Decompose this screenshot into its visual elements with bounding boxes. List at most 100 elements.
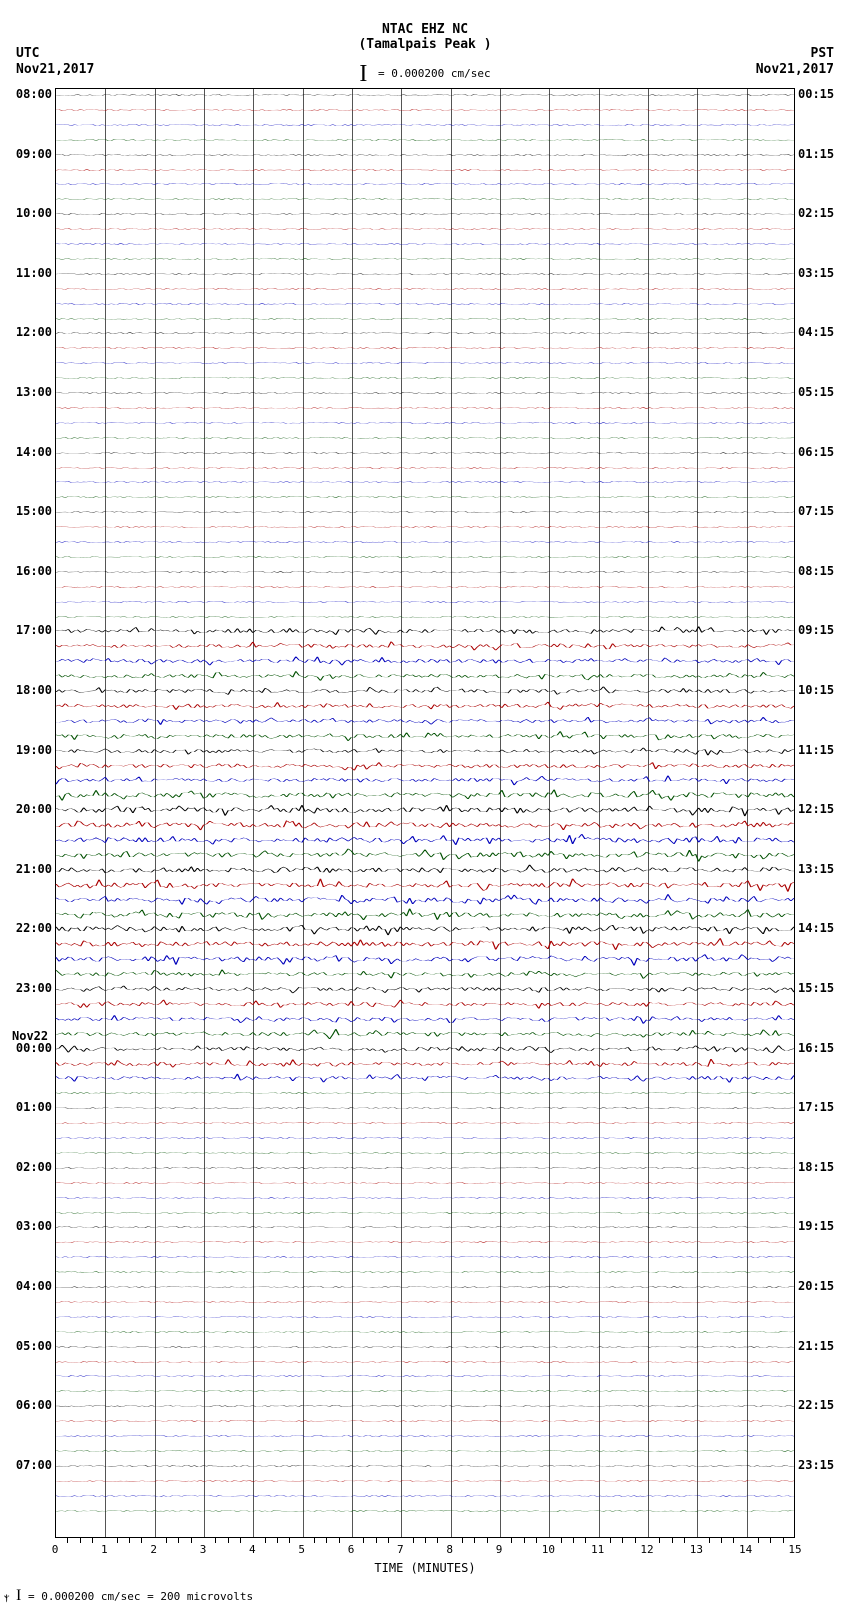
station-title: NTAC EHZ NC (Tamalpais Peak ) [0, 22, 850, 52]
seismic-trace [56, 430, 794, 446]
seismic-trace [56, 311, 794, 327]
seismic-trace [56, 1249, 794, 1265]
seismic-trace [56, 415, 794, 431]
seismic-trace [56, 1413, 794, 1429]
pst-hour-label: 00:15 [798, 87, 838, 101]
x-minor-tick [166, 1538, 167, 1543]
seismic-trace [56, 594, 794, 610]
x-minor-tick [388, 1538, 389, 1543]
x-minor-tick [80, 1538, 81, 1543]
utc-hour-label: 03:00 [12, 1219, 52, 1233]
utc-hour-label: 02:00 [12, 1160, 52, 1174]
seismic-trace [56, 877, 794, 893]
seismic-trace [56, 1056, 794, 1072]
seismic-trace [56, 370, 794, 386]
seismic-trace [56, 966, 794, 982]
x-tick-label: 12 [640, 1543, 653, 1556]
x-minor-tick [622, 1538, 623, 1543]
x-tick-label: 8 [446, 1543, 453, 1556]
x-tick-label: 6 [348, 1543, 355, 1556]
pst-hour-label: 04:15 [798, 325, 838, 339]
seismic-trace [56, 1309, 794, 1325]
seismic-trace [56, 817, 794, 833]
seismic-trace [56, 519, 794, 535]
seismic-trace [56, 102, 794, 118]
seismic-trace [56, 1190, 794, 1206]
utc-hour-label: 12:00 [12, 325, 52, 339]
seismic-trace [56, 787, 794, 803]
seismic-trace [56, 221, 794, 237]
utc-hour-label: 00:00 [12, 1041, 52, 1055]
seismic-trace [56, 1130, 794, 1146]
pst-hour-label: 15:15 [798, 981, 838, 995]
pst-hour-label: 13:15 [798, 862, 838, 876]
pst-hour-label: 05:15 [798, 385, 838, 399]
x-minor-tick [215, 1538, 216, 1543]
seismic-trace [56, 683, 794, 699]
seismic-trace [56, 638, 794, 654]
x-minor-tick [92, 1538, 93, 1543]
utc-hour-label: 22:00 [12, 921, 52, 935]
x-minor-tick [228, 1538, 229, 1543]
seismic-trace [56, 981, 794, 997]
pst-hour-label: 23:15 [798, 1458, 838, 1472]
seismic-trace [56, 728, 794, 744]
x-minor-tick [770, 1538, 771, 1543]
pst-hour-label: 17:15 [798, 1100, 838, 1114]
utc-hour-label: 21:00 [12, 862, 52, 876]
seismic-trace [56, 772, 794, 788]
seismic-trace [56, 236, 794, 252]
x-minor-tick [265, 1538, 266, 1543]
seismic-trace [56, 713, 794, 729]
pst-hour-label: 19:15 [798, 1219, 838, 1233]
seismic-trace [56, 489, 794, 505]
pst-hour-label: 08:15 [798, 564, 838, 578]
seismic-trace [56, 1175, 794, 1191]
seismic-trace [56, 1085, 794, 1101]
seismic-trace [56, 87, 794, 103]
footer-text: = 0.000200 cm/sec = 200 microvolts [28, 1590, 253, 1603]
seismic-trace [56, 296, 794, 312]
seismic-trace [56, 1145, 794, 1161]
seismic-trace [56, 1428, 794, 1444]
x-tick-label: 9 [496, 1543, 503, 1556]
seismic-trace [56, 802, 794, 818]
utc-hour-label: 19:00 [12, 743, 52, 757]
x-minor-tick [721, 1538, 722, 1543]
seismic-trace [56, 176, 794, 192]
x-tick-label: 15 [788, 1543, 801, 1556]
seismic-trace [56, 907, 794, 923]
pst-hour-label: 14:15 [798, 921, 838, 935]
utc-hour-label: 11:00 [12, 266, 52, 280]
seismic-trace [56, 266, 794, 282]
x-tick-label: 3 [200, 1543, 207, 1556]
x-tick-label: 10 [542, 1543, 555, 1556]
pst-hour-label: 22:15 [798, 1398, 838, 1412]
utc-hour-label: 17:00 [12, 623, 52, 637]
x-tick-area: 0123456789101112131415 [55, 1543, 795, 1559]
x-minor-tick [413, 1538, 414, 1543]
utc-hour-label: 10:00 [12, 206, 52, 220]
utc-hour-label: 16:00 [12, 564, 52, 578]
x-minor-tick [326, 1538, 327, 1543]
x-minor-tick [684, 1538, 685, 1543]
x-minor-tick [474, 1538, 475, 1543]
station-line1: NTAC EHZ NC [382, 22, 468, 37]
x-tick-label: 0 [52, 1543, 59, 1556]
footer-scale-note: ⲯ I = 0.000200 cm/sec = 200 microvolts [4, 1587, 253, 1605]
utc-hour-label: 23:00 [12, 981, 52, 995]
seismic-trace [56, 162, 794, 178]
pst-hour-label: 09:15 [798, 623, 838, 637]
pst-hour-label: 20:15 [798, 1279, 838, 1293]
x-axis: 0123456789101112131415 TIME (MINUTES) [55, 1543, 795, 1573]
seismic-trace [56, 862, 794, 878]
utc-date-break: Nov22 [12, 1029, 48, 1043]
seismic-trace [56, 653, 794, 669]
x-minor-tick [129, 1538, 130, 1543]
utc-hour-label: 05:00 [12, 1339, 52, 1353]
x-minor-tick [376, 1538, 377, 1543]
pst-hour-label: 01:15 [798, 147, 838, 161]
seismic-trace [56, 1041, 794, 1057]
seismic-trace [56, 1160, 794, 1176]
seismic-trace [56, 1294, 794, 1310]
